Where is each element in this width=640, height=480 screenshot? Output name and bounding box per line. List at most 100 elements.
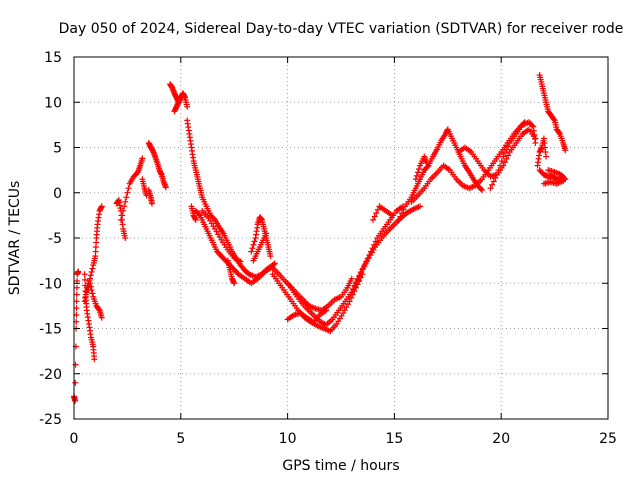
data-point — [490, 178, 497, 185]
y-tick-label: -10 — [39, 276, 62, 292]
x-tick-label: 25 — [599, 431, 617, 447]
data-point — [373, 210, 380, 217]
data-point — [89, 265, 96, 272]
data-point — [400, 206, 407, 213]
data-point — [88, 287, 95, 294]
data-point — [370, 216, 377, 223]
data-point — [562, 147, 569, 154]
data-point — [503, 146, 510, 153]
data-point — [348, 289, 355, 296]
data-point — [119, 212, 126, 219]
data-point — [73, 284, 80, 291]
data-point — [249, 245, 256, 252]
data-point — [398, 210, 405, 217]
data-point — [501, 159, 508, 166]
data-point — [550, 116, 557, 123]
data-point — [348, 294, 355, 301]
data-point — [350, 285, 357, 292]
x-tick-label: 15 — [385, 431, 403, 447]
y-tick-label: 15 — [44, 50, 62, 66]
y-tick-label: 5 — [53, 141, 62, 157]
data-point — [87, 283, 94, 290]
data-point — [412, 176, 419, 183]
y-tick-label: 0 — [53, 186, 62, 202]
data-point — [417, 203, 424, 210]
data-point — [73, 298, 80, 305]
data-point — [413, 172, 420, 179]
data-point — [424, 163, 431, 170]
data-point — [75, 268, 82, 275]
data-point — [271, 260, 278, 267]
data-point — [195, 211, 202, 218]
data-point — [501, 150, 508, 157]
data-point — [98, 314, 105, 321]
data-point — [122, 198, 129, 205]
data-point — [489, 181, 496, 188]
data-point — [184, 103, 191, 110]
data-point — [88, 268, 95, 275]
data-point — [372, 238, 379, 245]
data-point — [497, 162, 504, 169]
x-tick-label: 20 — [492, 431, 510, 447]
data-point — [500, 153, 507, 160]
data-point — [175, 99, 182, 106]
data-point — [248, 248, 255, 255]
data-point — [251, 238, 258, 245]
data-point — [139, 155, 146, 162]
x-tick-label: 10 — [279, 431, 297, 447]
data-point — [87, 272, 94, 279]
y-tick-label: -15 — [39, 322, 62, 338]
data-point — [487, 185, 494, 192]
data-point — [477, 185, 484, 192]
data-point — [192, 216, 199, 223]
data-point — [148, 200, 155, 207]
data-point — [81, 276, 88, 283]
data-point — [89, 290, 96, 297]
data-point — [493, 171, 500, 178]
y-tick-label: -25 — [39, 412, 62, 428]
chart-title: Day 050 of 2024, Sidereal Day-to-day VTE… — [59, 21, 624, 37]
data-point — [478, 187, 485, 194]
data-point — [162, 184, 169, 191]
x-tick-label: 5 — [176, 431, 185, 447]
x-axis-label: GPS time / hours — [282, 458, 399, 474]
data-point — [356, 273, 363, 280]
data-point — [81, 271, 88, 278]
data-point — [492, 175, 499, 182]
data-point — [556, 129, 563, 136]
data-point — [117, 216, 124, 223]
axis-ticks: 0 5 10 15 20 25 -25 -20 -15 -10 -5 0 5 10 15 — [39, 50, 617, 447]
data-point — [122, 235, 129, 241]
x-tick-label: 0 — [70, 431, 79, 447]
data-point — [415, 165, 422, 172]
grid — [74, 57, 608, 419]
data-point — [560, 177, 567, 184]
data-point — [231, 280, 238, 287]
data-point — [95, 306, 102, 313]
data-point — [503, 155, 510, 162]
data-point — [529, 122, 536, 129]
data-point — [397, 213, 404, 220]
data-point — [389, 212, 396, 219]
data-point — [91, 356, 98, 363]
y-tick-label: 10 — [44, 95, 62, 111]
y-axis-label: SDTVAR / TECUs — [7, 181, 23, 296]
data-point — [543, 153, 550, 160]
data-point — [357, 270, 364, 277]
data-point — [545, 167, 552, 174]
data-point — [124, 189, 131, 196]
data-point — [354, 276, 361, 283]
data-point — [123, 194, 130, 201]
data-point — [267, 253, 274, 260]
data-points — [71, 72, 569, 404]
data-point — [87, 280, 94, 287]
data-point — [72, 397, 79, 404]
data-point — [498, 158, 505, 165]
data-point — [72, 379, 79, 386]
data-point — [348, 275, 355, 282]
data-point — [73, 291, 80, 298]
data-point — [98, 203, 105, 210]
y-tick-label: -5 — [48, 231, 62, 247]
data-point — [250, 241, 257, 248]
